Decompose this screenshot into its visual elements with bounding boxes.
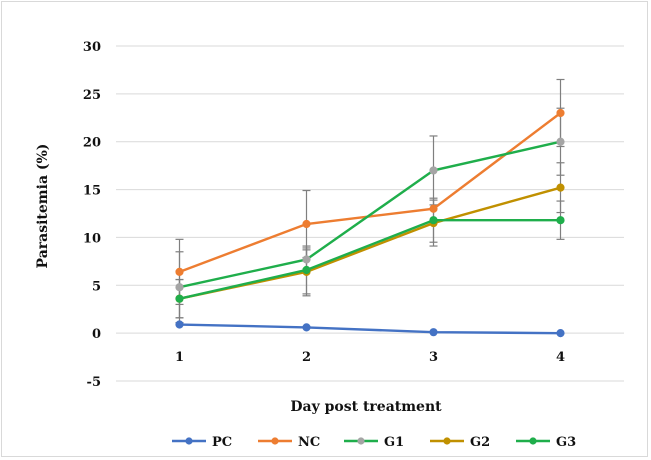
data-point-nc	[302, 219, 311, 229]
x-tick-label: 4	[556, 350, 565, 365]
data-point-pc	[302, 323, 311, 332]
y-tick-label: 20	[83, 136, 101, 151]
data-point-g3	[429, 216, 438, 225]
series-nc	[175, 108, 565, 276]
series-line-pc	[179, 323, 561, 335]
data-point-g3	[302, 265, 311, 275]
legend-label: PC	[212, 435, 232, 450]
y-tick-label: 15	[83, 184, 101, 199]
series-line-g3	[179, 218, 561, 300]
y-tick-label: 5	[92, 279, 101, 294]
series-line-g2	[179, 186, 561, 300]
error-bars-g2	[175, 162, 565, 319]
y-tick-label: 25	[83, 88, 101, 103]
data-point-g1	[429, 166, 438, 175]
series-g2	[175, 183, 565, 303]
legend-marker	[271, 437, 279, 445]
y-axis-ticks: -5 0 5 10 15 20 25 30	[83, 40, 101, 390]
data-point-g1	[175, 283, 184, 292]
y-tick-label: 30	[83, 40, 101, 55]
legend-marker	[443, 437, 451, 445]
x-axis-ticks: 1 2 3 4	[175, 350, 565, 365]
y-axis-title: Parasitemia (%)	[35, 144, 51, 269]
legend-item-nc: NC	[258, 435, 320, 450]
data-point-nc	[175, 267, 184, 276]
data-point-nc	[429, 204, 438, 213]
x-axis-title: Day post treatment	[290, 399, 442, 415]
legend-label: G2	[470, 435, 490, 450]
data-point-pc	[175, 320, 184, 329]
legend-marker	[185, 437, 193, 445]
series-g1	[175, 137, 565, 292]
legend: PC NC G1 G2 G3	[172, 435, 576, 450]
legend-item-g2: G2	[430, 435, 490, 450]
series-layer	[175, 78, 565, 338]
x-tick-label: 3	[429, 350, 438, 365]
data-point-nc	[556, 108, 565, 118]
legend-item-g3: G3	[516, 435, 576, 450]
series-pc	[175, 320, 565, 338]
data-point-pc	[556, 329, 565, 338]
legend-marker	[357, 437, 365, 445]
legend-label: G3	[556, 435, 576, 450]
y-tick-label: -5	[87, 375, 101, 390]
legend-label: NC	[298, 435, 320, 450]
data-point-g3	[556, 216, 565, 225]
series-g3	[175, 216, 565, 303]
legend-item-g1: G1	[344, 435, 404, 450]
y-tick-label: 0	[92, 327, 101, 342]
error-bars-nc	[175, 78, 565, 306]
x-tick-label: 2	[302, 350, 311, 365]
legend-marker	[529, 437, 537, 445]
data-point-g1	[556, 137, 565, 146]
series-line-g1	[179, 140, 561, 289]
data-point-g3	[175, 294, 184, 303]
data-point-g2	[556, 183, 565, 192]
legend-item-pc: PC	[172, 435, 232, 450]
x-tick-label: 1	[175, 350, 184, 365]
data-point-g1	[302, 255, 311, 264]
data-point-pc	[429, 328, 438, 337]
y-tick-label: 10	[83, 231, 101, 246]
legend-label: G1	[384, 435, 404, 450]
